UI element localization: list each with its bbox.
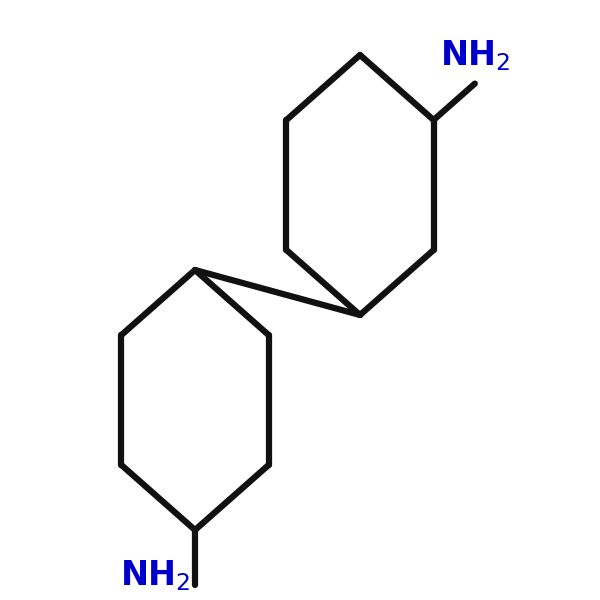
- Text: NH$_2$: NH$_2$: [120, 558, 190, 593]
- Text: NH$_2$: NH$_2$: [440, 38, 510, 73]
